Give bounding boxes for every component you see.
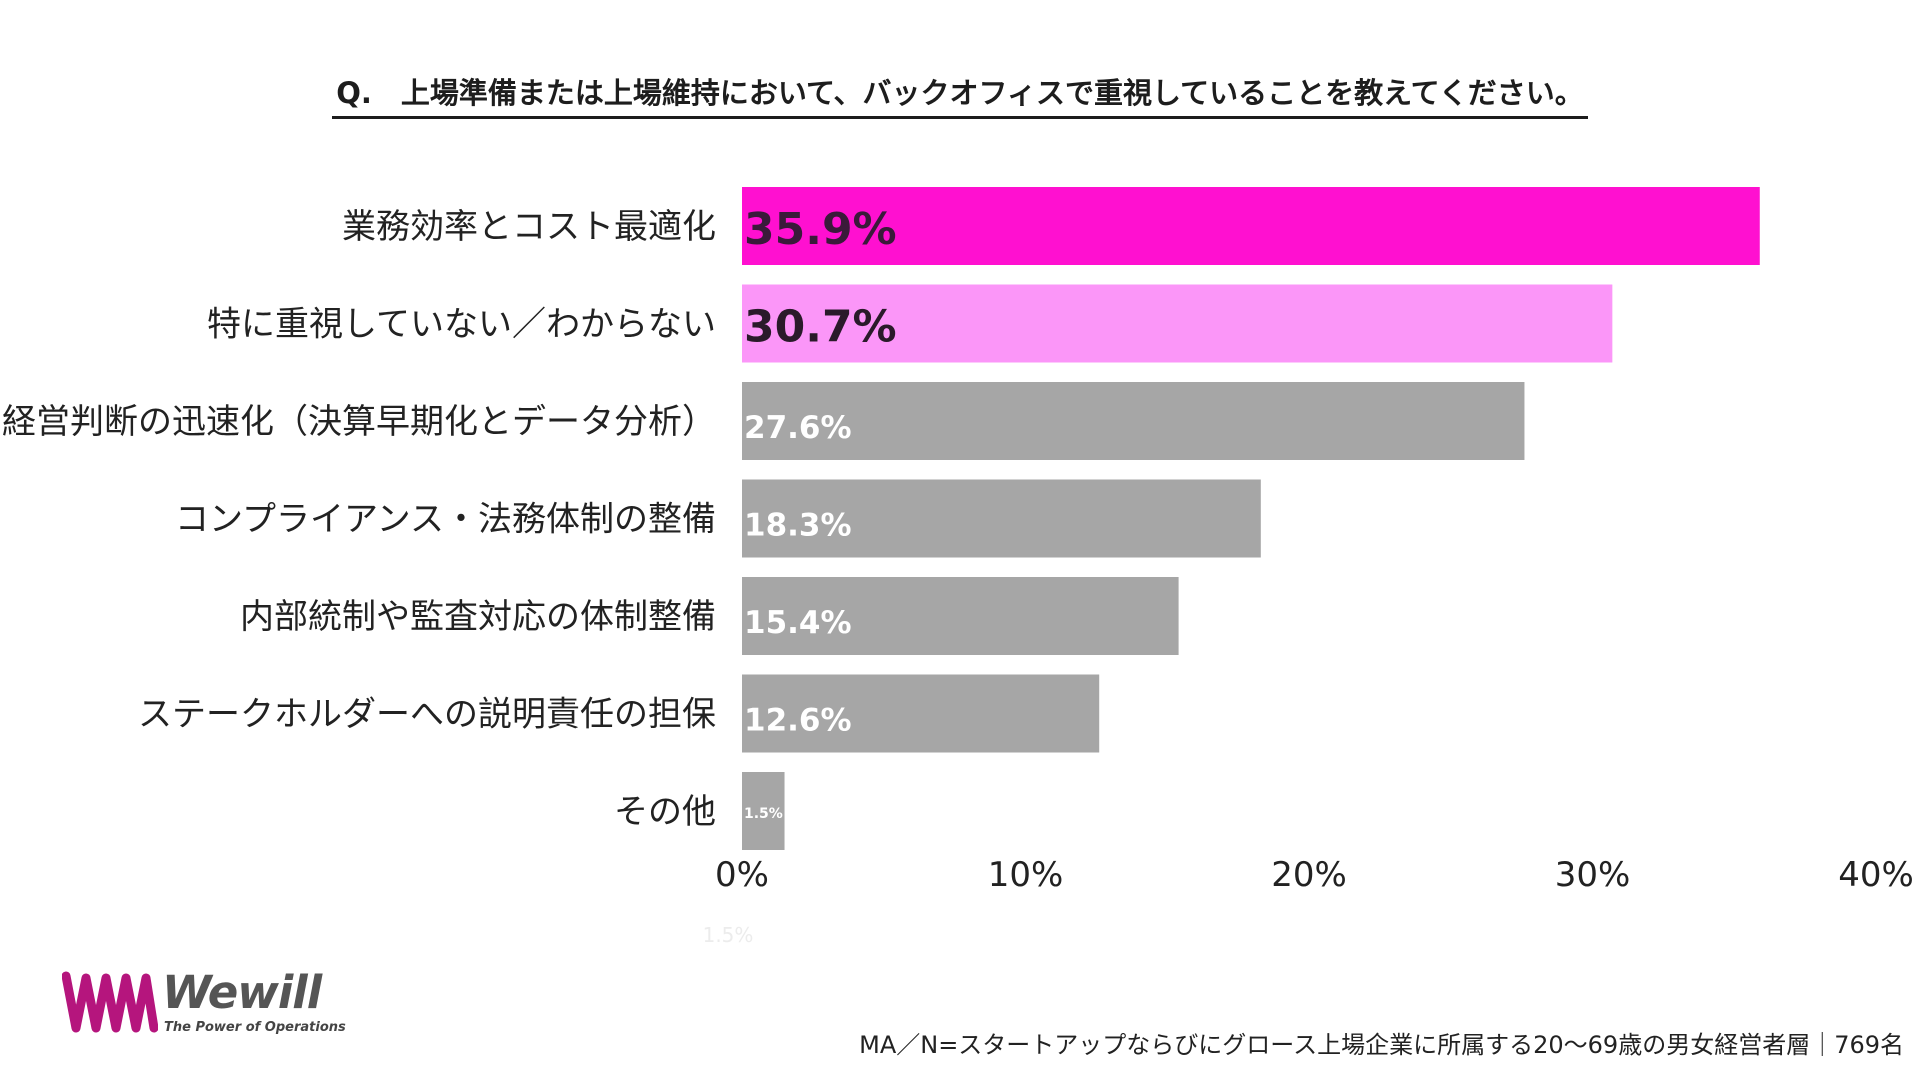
value-label: 1.5%	[744, 806, 783, 822]
category-label: その他	[614, 792, 716, 832]
value-label: 30.7%	[744, 301, 897, 352]
bar	[742, 187, 1760, 265]
value-label: 27.6%	[744, 410, 852, 446]
bar	[742, 674, 1100, 753]
bar	[742, 382, 1525, 460]
logo-wordmark: Wewill	[162, 966, 322, 1019]
logo-tagline: The Power of Operations	[164, 1020, 346, 1035]
x-tick-label: 20%	[1271, 855, 1347, 895]
chart-title: Q. 上場準備または上場維持において、バックオフィスで重視していることを教えてく…	[0, 70, 1920, 119]
bar	[742, 284, 1613, 363]
bar	[742, 577, 1179, 655]
x-tick-label: 40%	[1838, 855, 1914, 895]
x-tick-label: 0%	[715, 855, 769, 895]
footnote: MA／N=スタートアップならびにグロース上場企業に所属する20〜69歳の男女経営…	[859, 1031, 1904, 1059]
value-label: 18.3%	[744, 508, 852, 544]
category-label: 内部統制や監査対応の体制整備	[240, 597, 716, 637]
value-label: 12.6%	[744, 703, 852, 739]
category-label: 経営判断の迅速化（決算早期化とデータ分析）	[2, 402, 716, 442]
wewill-wave-icon	[62, 971, 158, 1033]
x-tick-label: 10%	[988, 855, 1064, 895]
bar	[742, 772, 785, 850]
wewill-logo: Wewill The Power of Operations	[62, 966, 346, 1040]
category-label: 特に重視していない／わからない	[207, 305, 716, 345]
bar	[742, 479, 1261, 558]
chart-title-text: Q. 上場準備または上場維持において、バックオフィスで重視していることを教えてく…	[332, 70, 1588, 119]
category-label: 業務効率とコスト最適化	[342, 207, 716, 247]
bar-chart: 業務効率とコスト最適化 35.9% 特に重視していない／わからない 30.7% 経営判断…	[2, 187, 1914, 947]
value-label: 35.9%	[744, 204, 897, 255]
x-tick-label: 30%	[1555, 855, 1631, 895]
category-label: ステークホルダーへの説明責任の担保	[138, 695, 716, 735]
category-label: コンプライアンス・法務体制の整備	[175, 500, 716, 540]
stray-value-label: 1.5%	[703, 923, 754, 947]
value-label: 15.4%	[744, 605, 852, 641]
